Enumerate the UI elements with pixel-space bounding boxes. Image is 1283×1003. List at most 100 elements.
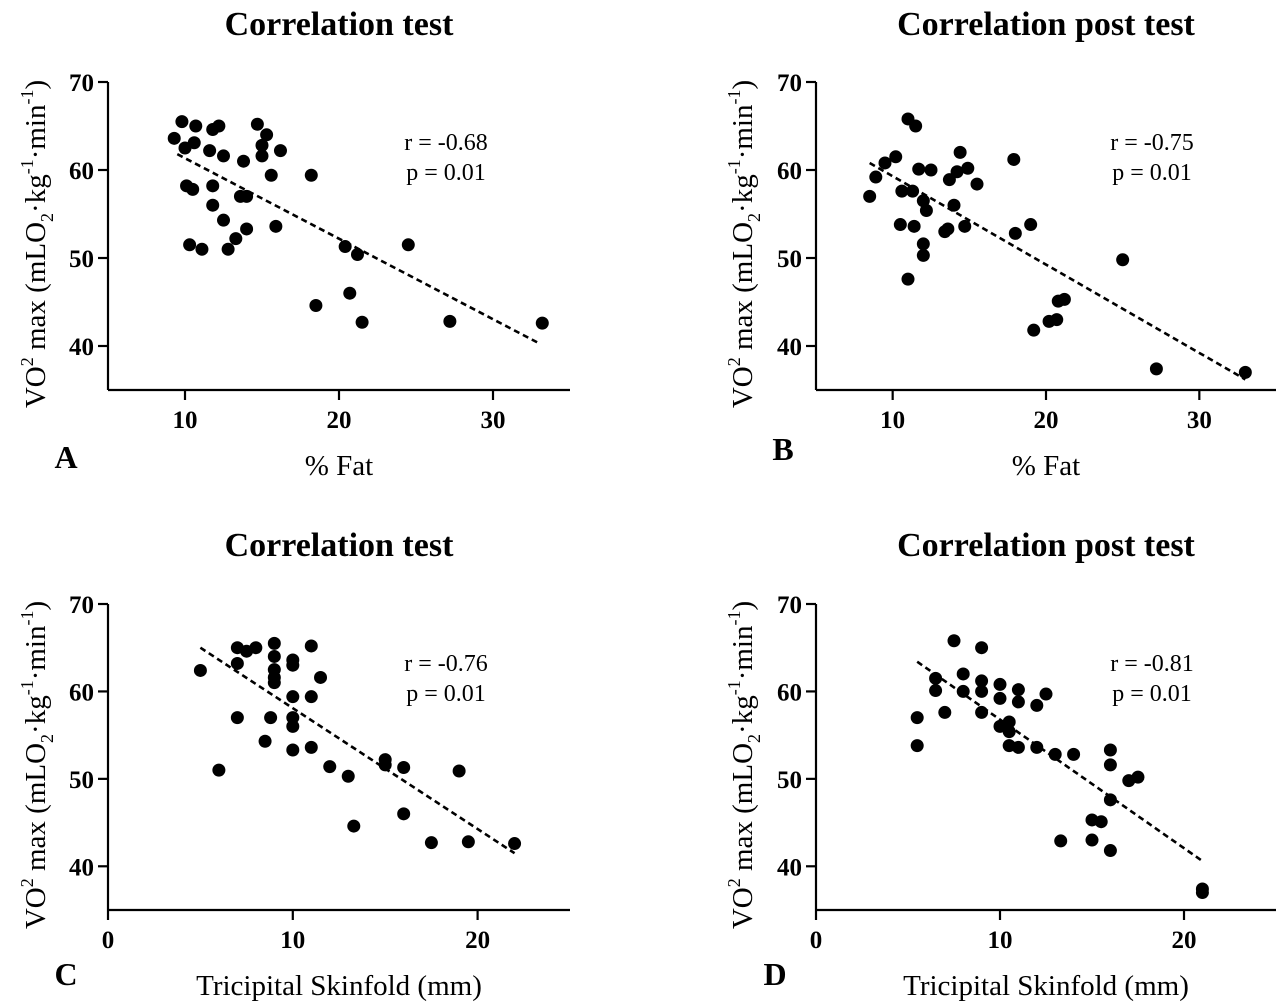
- x-tick-label: 20: [1034, 407, 1059, 434]
- data-point: [443, 314, 457, 328]
- y-axis-label-part: -1: [724, 159, 744, 174]
- data-point: [249, 641, 263, 655]
- data-point: [993, 677, 1007, 691]
- panel-c: Correlation test 40 50 60 70 0 10 20 Tricipital …: [17, 527, 570, 1002]
- y-axis-label-part: ): [20, 80, 52, 90]
- x-tick-label: 20: [465, 927, 490, 954]
- chart-title: Correlation test: [225, 527, 454, 564]
- y-axis-label-part: -1: [17, 90, 37, 105]
- data-point: [314, 670, 328, 684]
- y-axis-label-part: ·kg: [727, 174, 759, 213]
- data-point: [264, 168, 278, 182]
- data-point: [240, 189, 254, 203]
- data-point: [193, 663, 207, 677]
- data-point: [175, 115, 189, 129]
- data-point: [286, 719, 300, 733]
- data-point: [230, 656, 244, 670]
- data-point: [255, 149, 269, 163]
- data-point: [912, 162, 926, 176]
- data-point: [347, 819, 361, 833]
- data-point: [958, 219, 972, 233]
- data-point: [941, 222, 955, 236]
- data-point: [397, 807, 411, 821]
- data-point: [916, 248, 930, 262]
- data-point: [323, 760, 337, 774]
- data-point: [1011, 683, 1025, 697]
- y-axis-label-part: max (mLO: [727, 743, 759, 878]
- x-tick-label: 10: [280, 927, 305, 954]
- panel-letter: C: [54, 956, 77, 992]
- data-point: [950, 165, 964, 179]
- data-point: [1030, 698, 1044, 712]
- data-point: [167, 131, 181, 145]
- y-axis-label-part: VO: [20, 366, 52, 408]
- data-point: [1050, 313, 1064, 327]
- x-axis-label: % Fat: [305, 450, 373, 482]
- data-point: [1238, 365, 1252, 379]
- data-point: [1094, 815, 1108, 829]
- data-point: [237, 154, 251, 168]
- data-point: [961, 161, 975, 175]
- y-tick-label: 70: [69, 70, 94, 97]
- y-axis-label-part: ·kg: [20, 174, 52, 213]
- y-axis-label: VO2 max (mLO2·kg-1·min-1): [17, 80, 57, 408]
- y-axis-label-part: VO: [20, 887, 52, 929]
- x-tick-label: 0: [810, 927, 823, 954]
- data-point: [255, 138, 269, 152]
- y-axis-label-part: 2: [744, 734, 764, 743]
- data-point: [217, 213, 230, 227]
- y-axis-label-part: ·min: [727, 104, 759, 159]
- y-axis-label-part: ·min: [20, 625, 52, 680]
- data-point: [947, 198, 961, 212]
- y-axis-label-part: ): [20, 601, 52, 611]
- data-point: [993, 691, 1007, 705]
- data-point: [901, 272, 915, 286]
- data-point: [309, 299, 323, 313]
- data-point: [269, 219, 283, 233]
- y-axis-label-part: 2: [744, 213, 764, 222]
- data-point: [910, 711, 924, 725]
- y-axis-label-part: ): [727, 80, 759, 90]
- panel-d: Correlation post test 40 50 60 70 0 10 20 Tricip…: [724, 527, 1276, 1002]
- data-point: [267, 676, 281, 690]
- y-axis-label-part: max (mLO: [20, 222, 52, 357]
- data-point: [195, 242, 209, 256]
- data-point: [341, 769, 355, 783]
- data-point: [895, 184, 909, 198]
- data-point: [286, 658, 300, 672]
- data-point: [1103, 758, 1117, 772]
- y-axis-label-part: -1: [724, 90, 744, 105]
- data-point: [508, 837, 522, 851]
- data-point: [1116, 253, 1130, 267]
- x-tick-label: 10: [880, 407, 905, 434]
- data-point: [1002, 725, 1016, 739]
- data-point: [206, 179, 220, 193]
- p-annotation: p = 0.01: [1112, 160, 1192, 186]
- y-axis-label-part: max (mLO: [727, 222, 759, 357]
- data-point: [461, 835, 475, 849]
- data-point: [893, 218, 907, 232]
- data-point: [1057, 292, 1071, 306]
- y-tick-label: 60: [69, 158, 94, 185]
- data-point: [910, 739, 924, 753]
- p-annotation: p = 0.01: [1112, 681, 1192, 707]
- y-axis-label-part: ·min: [727, 625, 759, 680]
- data-point: [267, 636, 281, 650]
- y-tick-label: 60: [69, 679, 94, 706]
- data-point: [260, 128, 274, 142]
- data-point: [1103, 743, 1117, 757]
- y-axis-label-part: VO: [727, 366, 759, 408]
- panel-letter: B: [772, 431, 793, 467]
- panel-b: Correlation post test 40 50 60 70 10 20 30 % Fat…: [724, 6, 1276, 482]
- data-point: [264, 711, 278, 725]
- y-tick-label: 70: [69, 592, 94, 619]
- data-point: [1103, 844, 1117, 858]
- data-point: [919, 203, 933, 217]
- data-point: [1011, 695, 1025, 709]
- trend-line: [199, 646, 516, 855]
- data-point: [1027, 323, 1041, 337]
- data-point: [206, 198, 220, 212]
- chart-title: Correlation post test: [897, 6, 1195, 43]
- data-point: [212, 119, 226, 133]
